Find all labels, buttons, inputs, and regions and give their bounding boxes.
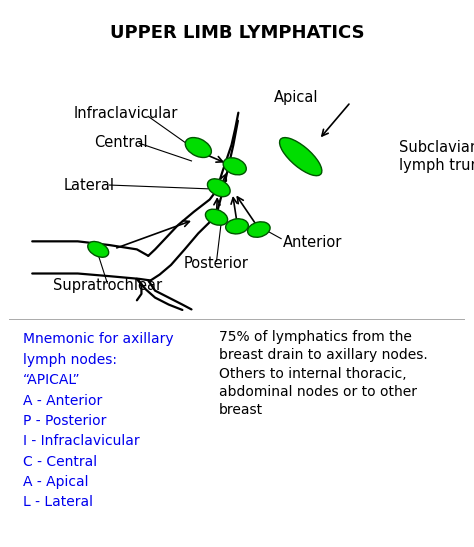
Text: 75% of lymphatics from the
breast drain to axillary nodes.
Others to internal th: 75% of lymphatics from the breast drain … bbox=[219, 330, 428, 417]
Ellipse shape bbox=[280, 138, 322, 176]
Text: UPPER LIMB LYMPHATICS: UPPER LIMB LYMPHATICS bbox=[109, 24, 365, 42]
Ellipse shape bbox=[223, 158, 246, 175]
Text: Mnemonic for axillary: Mnemonic for axillary bbox=[23, 333, 174, 346]
Text: Central: Central bbox=[94, 135, 148, 150]
Text: Supratrochlear: Supratrochlear bbox=[53, 278, 162, 293]
Text: Posterior: Posterior bbox=[184, 257, 249, 271]
Text: I - Infraclavicular: I - Infraclavicular bbox=[23, 434, 140, 449]
Ellipse shape bbox=[185, 137, 211, 158]
Text: L - Lateral: L - Lateral bbox=[23, 496, 93, 509]
Text: Infraclavicular: Infraclavicular bbox=[73, 106, 178, 121]
Ellipse shape bbox=[247, 222, 270, 237]
Text: Apical: Apical bbox=[274, 90, 319, 105]
Text: A - Apical: A - Apical bbox=[23, 475, 89, 489]
Text: “APICAL”: “APICAL” bbox=[23, 373, 81, 387]
Text: Anterior: Anterior bbox=[283, 235, 342, 250]
Ellipse shape bbox=[208, 179, 230, 197]
Text: A - Anterior: A - Anterior bbox=[23, 394, 102, 408]
Text: Lateral: Lateral bbox=[64, 178, 115, 193]
Text: Subclavian
lymph trunk: Subclavian lymph trunk bbox=[399, 141, 474, 173]
Ellipse shape bbox=[226, 219, 248, 234]
Ellipse shape bbox=[205, 209, 228, 225]
Text: P - Posterior: P - Posterior bbox=[23, 414, 107, 428]
Ellipse shape bbox=[88, 241, 109, 257]
Text: C - Central: C - Central bbox=[23, 455, 97, 469]
Text: lymph nodes:: lymph nodes: bbox=[23, 353, 117, 367]
